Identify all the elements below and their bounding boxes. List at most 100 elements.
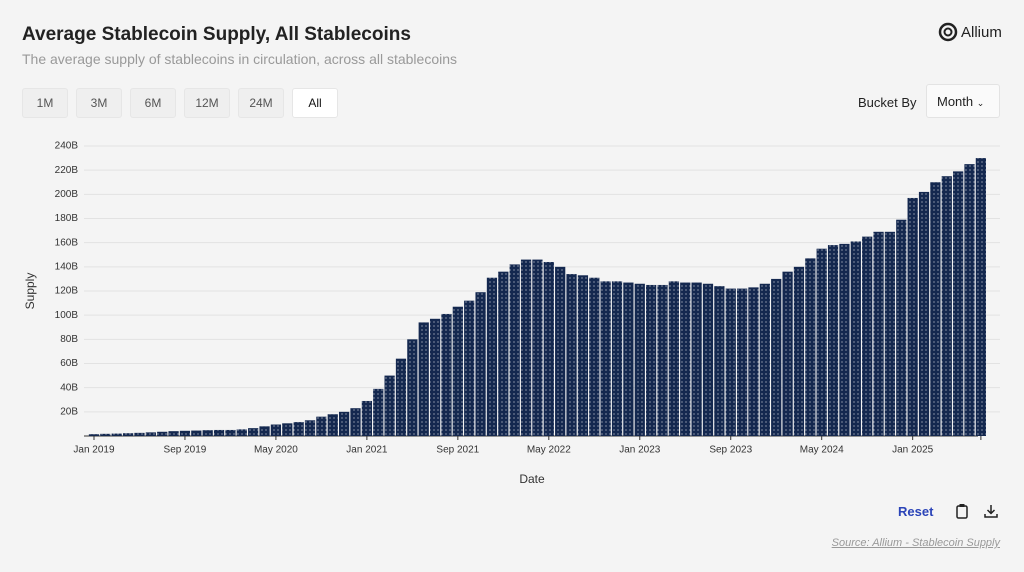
bar-texture xyxy=(145,432,156,436)
x-tick-label: Jan 2025 xyxy=(892,445,934,456)
copy-icon[interactable] xyxy=(954,503,970,519)
bar-texture xyxy=(930,182,941,436)
bar-texture xyxy=(657,284,668,436)
y-tick-label: 40B xyxy=(60,382,78,393)
bar-texture xyxy=(225,429,236,436)
range-button[interactable]: 24M xyxy=(238,88,284,118)
bar-texture xyxy=(452,306,463,436)
bucket-select[interactable]: Month ⌄ xyxy=(926,84,1000,118)
bucket-value: Month xyxy=(937,94,974,109)
x-tick-label: Jan 2023 xyxy=(619,445,661,456)
bar-texture xyxy=(486,277,498,436)
bar-texture xyxy=(668,281,679,436)
bar-texture xyxy=(839,243,850,436)
bar-texture xyxy=(339,411,350,436)
bar-texture xyxy=(600,281,611,436)
x-tick-label: May 2020 xyxy=(254,445,298,456)
bar-texture xyxy=(862,236,873,436)
bar-texture xyxy=(316,416,327,436)
bar-texture xyxy=(532,259,543,436)
bar-texture xyxy=(475,292,486,436)
bar-texture xyxy=(429,318,441,436)
bar-texture xyxy=(680,282,691,436)
x-tick-label: May 2024 xyxy=(800,445,844,456)
bar-texture xyxy=(759,283,770,436)
bar-texture xyxy=(395,358,407,436)
bar-texture xyxy=(259,426,270,436)
reset-button[interactable]: Reset xyxy=(898,504,934,519)
x-tick-label: Sep 2023 xyxy=(709,445,752,456)
y-tick-label: 140B xyxy=(55,261,79,272)
bar-texture xyxy=(350,408,361,436)
y-tick-label: 240B xyxy=(55,141,79,152)
x-axis-label: Date xyxy=(519,472,545,486)
download-icon[interactable] xyxy=(983,503,999,519)
bar-texture xyxy=(168,431,179,436)
range-button[interactable]: All xyxy=(292,88,338,118)
logo: Allium xyxy=(938,22,1002,42)
bar-texture xyxy=(520,259,532,436)
bar-texture xyxy=(270,424,282,436)
bucket-label: Bucket By xyxy=(858,95,917,110)
y-tick-label: 180B xyxy=(55,213,79,224)
bar-texture xyxy=(134,432,145,436)
bar-texture xyxy=(293,422,304,436)
y-axis-label: Supply xyxy=(23,273,37,310)
bar-texture xyxy=(805,258,816,436)
bar-texture xyxy=(304,420,316,436)
bar-texture xyxy=(88,434,100,436)
bar-texture xyxy=(714,286,725,436)
bar-texture xyxy=(918,191,930,436)
y-tick-label: 80B xyxy=(60,334,78,345)
bar-texture xyxy=(464,300,475,436)
bar-texture xyxy=(373,388,384,436)
bar-texture xyxy=(691,282,702,436)
bar-texture xyxy=(111,433,122,436)
range-button[interactable]: 1M xyxy=(22,88,68,118)
range-button[interactable]: 12M xyxy=(184,88,230,118)
bar-texture xyxy=(498,271,509,436)
y-tick-label: 160B xyxy=(55,237,79,248)
bar-texture xyxy=(361,400,372,436)
bar-texture xyxy=(736,288,748,436)
bar-texture xyxy=(884,231,896,436)
bar-texture xyxy=(157,431,168,436)
bar-texture xyxy=(623,282,634,436)
bar-texture xyxy=(202,430,213,436)
range-button[interactable]: 6M xyxy=(130,88,176,118)
bar-texture xyxy=(941,176,952,437)
y-tick-label: 220B xyxy=(55,165,79,176)
source: Source: Allium - Stablecoin Supply xyxy=(831,537,1000,549)
bar-texture xyxy=(100,433,111,436)
bar-texture xyxy=(873,231,884,436)
bar-texture xyxy=(122,433,134,436)
bar-texture xyxy=(964,164,975,436)
y-tick-label: 100B xyxy=(55,310,79,321)
y-tick-label: 120B xyxy=(55,286,79,297)
bar-texture xyxy=(896,219,907,436)
range-button[interactable]: 3M xyxy=(76,88,122,118)
bar-texture xyxy=(248,428,259,436)
bar-texture xyxy=(566,274,577,436)
bar-texture xyxy=(236,429,247,436)
bar-texture xyxy=(702,283,714,436)
bar-texture xyxy=(634,283,645,436)
x-tick-label: Jan 2021 xyxy=(346,445,388,456)
bar-texture xyxy=(748,287,759,436)
y-tick-label: 200B xyxy=(55,189,79,200)
bar-texture xyxy=(646,284,657,436)
x-tick-label: Jan 2019 xyxy=(73,445,115,456)
bar-texture xyxy=(953,171,964,436)
bar-texture xyxy=(589,277,600,436)
bar-texture xyxy=(577,275,589,436)
bar-texture xyxy=(611,281,623,436)
bar-texture xyxy=(418,322,429,436)
bar-texture xyxy=(407,339,418,436)
bar-texture xyxy=(782,271,793,436)
y-tick-label: 60B xyxy=(60,358,78,369)
bar-texture xyxy=(816,248,827,436)
bar-texture xyxy=(771,278,782,436)
chart: Supply Date 20B 40B 60B 80B 100B 120B 140B 160B… xyxy=(23,141,1000,486)
title: Average Stablecoin Supply, All Stablecoi… xyxy=(22,24,411,45)
x-tick-label: Sep 2021 xyxy=(436,445,479,456)
